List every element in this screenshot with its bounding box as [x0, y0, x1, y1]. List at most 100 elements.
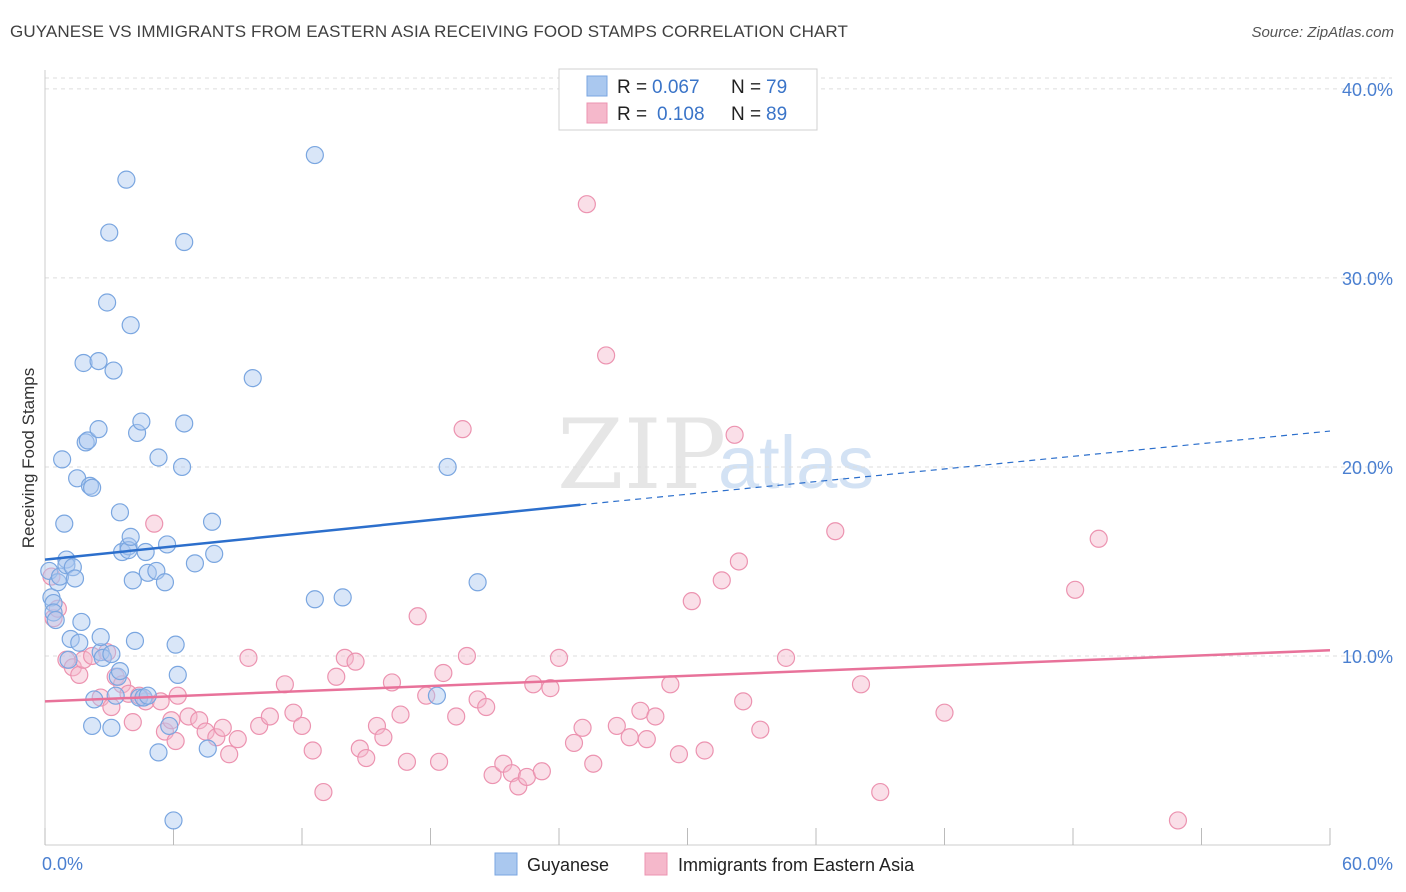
eastern-asia-point: [434, 663, 453, 683]
eastern-asia-point: [179, 707, 198, 726]
eastern-asia-point: [190, 711, 209, 730]
eastern-asia-point: [564, 733, 584, 753]
guyanese-point: [164, 811, 183, 830]
eastern-asia-point: [751, 720, 770, 739]
guyanese-point: [136, 542, 155, 562]
guyanese-trend-line: [44, 503, 581, 561]
x-tick-labels: 0.0% 60.0%: [42, 854, 1393, 874]
legend-swatch-eastern-asia: [586, 102, 608, 124]
trend-lines: [44, 430, 1331, 703]
guyanese-point: [98, 293, 117, 312]
eastern-asia-point: [357, 748, 376, 768]
eastern-asia-point: [314, 782, 333, 802]
eastern-asia-point: [374, 728, 393, 747]
guyanese-point: [149, 743, 168, 762]
chart-title: GUYANESE VS IMMIGRANTS FROM EASTERN ASIA…: [10, 22, 848, 41]
guyanese-point: [305, 145, 324, 165]
guyanese-point: [102, 644, 121, 664]
guyanese-point: [138, 686, 157, 705]
eastern-asia-point: [483, 765, 502, 785]
y-tick-label-1: 20.0%: [1342, 458, 1393, 478]
eastern-asia-point: [637, 730, 656, 749]
eastern-asia-point: [607, 716, 626, 736]
series-legend: Guyanese Immigrants from Eastern Asia: [494, 852, 915, 876]
guyanese-point: [91, 627, 110, 647]
guyanese-point: [468, 573, 487, 592]
guyanese-point: [59, 650, 78, 669]
guyanese-point: [61, 629, 80, 649]
y-tick-label-0: 10.0%: [1342, 647, 1393, 667]
eastern-asia-point: [477, 697, 496, 717]
legend-swatch-guyanese: [586, 75, 608, 97]
guyanese-point: [83, 478, 102, 497]
y-axis-label: Receiving Food Stamps: [19, 368, 38, 548]
eastern-asia-point: [123, 713, 142, 732]
guyanese-point: [93, 648, 112, 667]
guyanese-point: [55, 514, 74, 533]
guyanese-point: [123, 571, 142, 590]
eastern-asia-point: [391, 705, 410, 724]
guyanese-point: [185, 554, 205, 573]
eastern-asia-point: [661, 675, 680, 694]
guyanese-point: [106, 686, 125, 705]
eastern-asia-point: [327, 667, 346, 686]
eastern-asia-point: [292, 716, 312, 736]
eastern-asia-point: [826, 522, 845, 541]
eastern-asia-point: [597, 346, 616, 365]
eastern-asia-trend-line: [44, 649, 1331, 703]
guyanese-point: [168, 665, 187, 684]
guyanese-point: [110, 661, 130, 681]
guyanese-point: [104, 361, 123, 380]
legend-n-label-1: N =: [731, 77, 761, 98]
guyanese-point: [72, 612, 91, 632]
eastern-asia-point: [453, 420, 472, 439]
gridlines: [45, 77, 1392, 657]
guyanese-point: [117, 170, 136, 189]
guyanese-point: [63, 558, 82, 577]
legend-n-value-2: 89: [766, 104, 787, 125]
eastern-asia-point: [851, 675, 871, 694]
guyanese-point: [132, 412, 151, 431]
eastern-asia-point: [682, 592, 701, 611]
guyanese-point: [125, 631, 145, 650]
guyanese-point: [157, 535, 177, 554]
guyanese-point: [175, 414, 194, 433]
eastern-asia-point: [725, 425, 744, 444]
eastern-asia-point: [620, 728, 639, 747]
eastern-asia-point: [541, 679, 560, 698]
guyanese-trend-extension: [580, 430, 1331, 506]
eastern-asia-point: [70, 665, 89, 684]
guyanese-point: [172, 457, 192, 477]
legend-n-label-2: N =: [731, 104, 761, 125]
source-label: Source: ZipAtlas.com: [1251, 24, 1394, 41]
eastern-asia-point: [74, 650, 93, 669]
guyanese-point: [243, 369, 262, 388]
guyanese-point: [83, 716, 102, 736]
axes: [44, 70, 1331, 846]
guyanese-point: [205, 544, 224, 564]
guyanese-point: [102, 718, 121, 737]
legend-r-value-2: 0.108: [657, 104, 705, 125]
eastern-asia-point: [220, 745, 239, 764]
bottom-legend-swatch-guyanese: [494, 852, 518, 876]
eastern-asia-point: [303, 741, 322, 760]
guyanese-point: [57, 550, 76, 569]
eastern-asia-point: [577, 195, 596, 214]
eastern-asia-point: [1066, 580, 1085, 599]
guyanese-point: [110, 503, 130, 522]
guyanese-point: [333, 588, 352, 607]
guyanese-point: [74, 353, 93, 373]
eastern-asia-point: [429, 752, 449, 771]
guyanese-point: [121, 316, 140, 335]
eastern-asia-point: [532, 762, 551, 781]
guyanese-point: [202, 512, 222, 531]
bottom-legend-swatch-eastern-asia: [644, 852, 668, 876]
eastern-asia-point: [397, 752, 417, 771]
y-tick-label-3: 40.0%: [1342, 80, 1393, 100]
eastern-asia-point: [228, 730, 247, 749]
guyanese-point: [438, 457, 457, 477]
eastern-asia-point: [350, 739, 369, 758]
eastern-asia-point: [447, 707, 466, 726]
eastern-asia-point: [524, 675, 543, 694]
